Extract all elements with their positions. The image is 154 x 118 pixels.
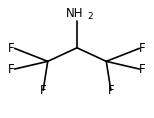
Text: F: F <box>40 84 47 97</box>
Text: F: F <box>8 63 15 76</box>
Text: 2: 2 <box>87 12 93 21</box>
Text: NH: NH <box>65 7 83 20</box>
Text: F: F <box>139 42 146 55</box>
Text: F: F <box>8 42 15 55</box>
Text: F: F <box>139 63 146 76</box>
Text: F: F <box>107 84 114 97</box>
